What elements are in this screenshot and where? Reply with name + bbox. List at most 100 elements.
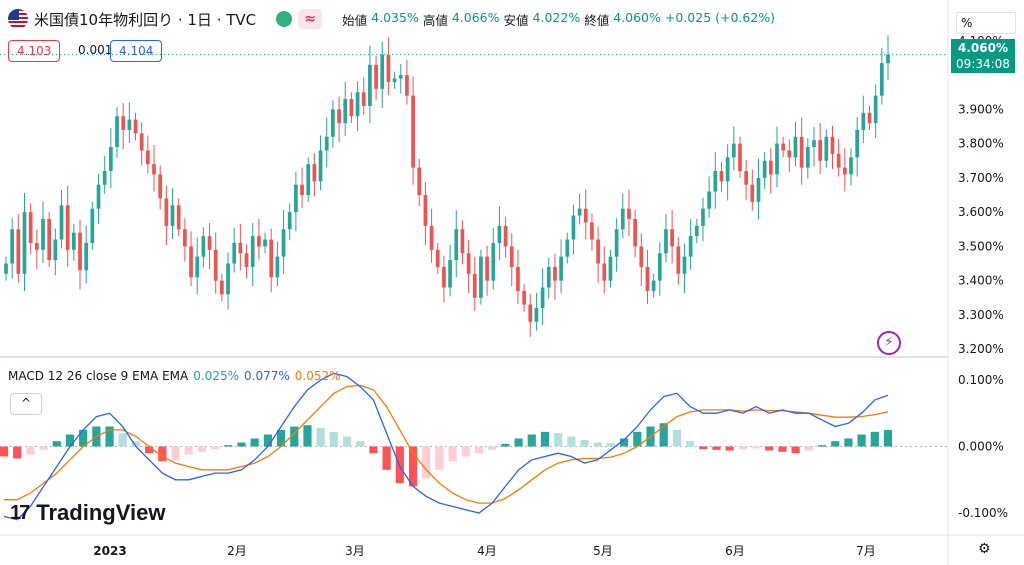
- macd-histogram-bar: [712, 446, 721, 450]
- macd-histogram-bar: [567, 436, 576, 447]
- candle-body: [509, 246, 514, 267]
- candle-body: [664, 229, 668, 254]
- candle-body: [842, 167, 847, 175]
- candle-body: [719, 171, 724, 182]
- macd-histogram-bar: [171, 446, 180, 460]
- macd-histogram-bar: [65, 434, 75, 447]
- candle-body: [220, 280, 224, 295]
- macd-histogram-bar: [39, 446, 48, 450]
- symbol-title[interactable]: 米国債10年物利回り · 1日 · TVC: [34, 10, 257, 29]
- candle-body: [84, 242, 89, 271]
- candle-body: [855, 129, 860, 158]
- candle-body: [602, 263, 607, 281]
- macd-histogram-bar: [263, 434, 272, 447]
- compare-wave-icon[interactable]: ≈: [298, 9, 323, 29]
- candle-body: [294, 184, 298, 213]
- last-price-time: 09:34:08: [956, 57, 1010, 71]
- candle-body: [152, 164, 156, 175]
- ask-price-button[interactable]: 4.104: [110, 40, 163, 62]
- candle-body: [164, 198, 169, 226]
- macd-signal-line: [4, 384, 889, 504]
- lightning-icon[interactable]: ⚡: [877, 331, 901, 355]
- macd-histogram-bar: [197, 446, 207, 452]
- candle-body: [435, 249, 440, 267]
- candle-body: [22, 212, 27, 274]
- candle-body: [639, 246, 644, 267]
- candle-body: [836, 153, 841, 168]
- scale-percent-button[interactable]: %: [956, 12, 1016, 34]
- candle-body: [170, 205, 175, 226]
- candle-body: [799, 136, 804, 168]
- tradingview-logo[interactable]: 17 TradingView: [10, 500, 165, 526]
- macd-legend: MACD 12 26 close 9 EMA EMA 0.025% 0.077%…: [8, 369, 341, 383]
- candle-body: [454, 229, 459, 261]
- candle-body: [423, 195, 428, 226]
- candle-body: [768, 160, 773, 175]
- candle-body: [380, 54, 385, 89]
- candle-body: [442, 266, 446, 288]
- macd-histogram-bar: [501, 443, 510, 447]
- spread-value: 0.001: [78, 43, 113, 57]
- open-value: 4.035%: [371, 9, 419, 25]
- macd-histogram-bar: [26, 446, 35, 455]
- candle-body: [731, 143, 736, 158]
- macd-histogram-bar: [778, 446, 787, 452]
- macd-histogram-bar: [725, 446, 734, 451]
- candle-body: [553, 266, 557, 281]
- macd-histogram-bar: [369, 446, 378, 454]
- macd-histogram-bar: [52, 441, 61, 447]
- macd-line-value: 0.077%: [244, 369, 290, 383]
- macd-histogram-bar: [303, 425, 312, 447]
- candle-body: [590, 222, 594, 240]
- candle-body: [195, 256, 200, 278]
- brand-name: TradingView: [36, 500, 166, 525]
- candle-body: [657, 253, 662, 281]
- macd-histogram-bar: [211, 446, 220, 450]
- time-axis-tick: 2023: [93, 544, 126, 558]
- macd-histogram-bar: [527, 434, 536, 447]
- macd-histogram-bar: [870, 431, 879, 447]
- candle-body: [281, 229, 286, 257]
- change-value: +0.025 (+0.62%): [664, 9, 776, 25]
- macd-histogram-bar: [791, 446, 800, 454]
- macd-histogram-bar: [276, 429, 286, 447]
- macd-histogram-bar: [540, 431, 550, 447]
- candle-body: [830, 136, 835, 154]
- candle-body: [651, 280, 656, 291]
- candle-body: [361, 92, 366, 106]
- candle-body: [534, 308, 539, 322]
- macd-line: [3, 372, 889, 521]
- close-label: 終値: [584, 12, 610, 28]
- candle-body: [16, 229, 21, 274]
- candle-body: [750, 184, 755, 202]
- macd-histogram-bar: [804, 446, 813, 451]
- candle-body: [90, 208, 95, 243]
- candle-body: [503, 225, 508, 247]
- candle-body: [4, 263, 8, 274]
- time-axis-tick: 2月: [227, 544, 247, 558]
- candle-body: [368, 64, 372, 106]
- macd-histogram-bar: [131, 441, 141, 447]
- candle-body: [121, 116, 126, 130]
- collapse-pane-button[interactable]: ^: [10, 393, 42, 415]
- bid-price-button[interactable]: 4.103: [8, 40, 61, 62]
- macd-histogram-bar: [751, 446, 761, 449]
- candle-body: [670, 229, 674, 247]
- candle-body: [627, 208, 631, 219]
- macd-histogram-bar: [224, 445, 233, 447]
- macd-indicator-name[interactable]: MACD 12 26 close 9 EMA EMA: [8, 369, 189, 383]
- candle-body: [873, 95, 878, 124]
- us-flag-icon: [8, 9, 28, 29]
- tradingview-mark-icon: 17: [10, 501, 30, 524]
- macd-histogram-bar: [593, 442, 602, 447]
- candle-body: [546, 266, 551, 288]
- candle-body: [676, 246, 681, 274]
- macd-histogram-bar: [883, 429, 893, 447]
- candle-body: [824, 136, 829, 161]
- candle-body: [812, 140, 816, 148]
- candle-body: [781, 143, 785, 151]
- candle-body: [127, 119, 132, 130]
- settings-gear-icon[interactable]: ⚙: [978, 541, 991, 557]
- macd-histogram-bar: [250, 438, 259, 447]
